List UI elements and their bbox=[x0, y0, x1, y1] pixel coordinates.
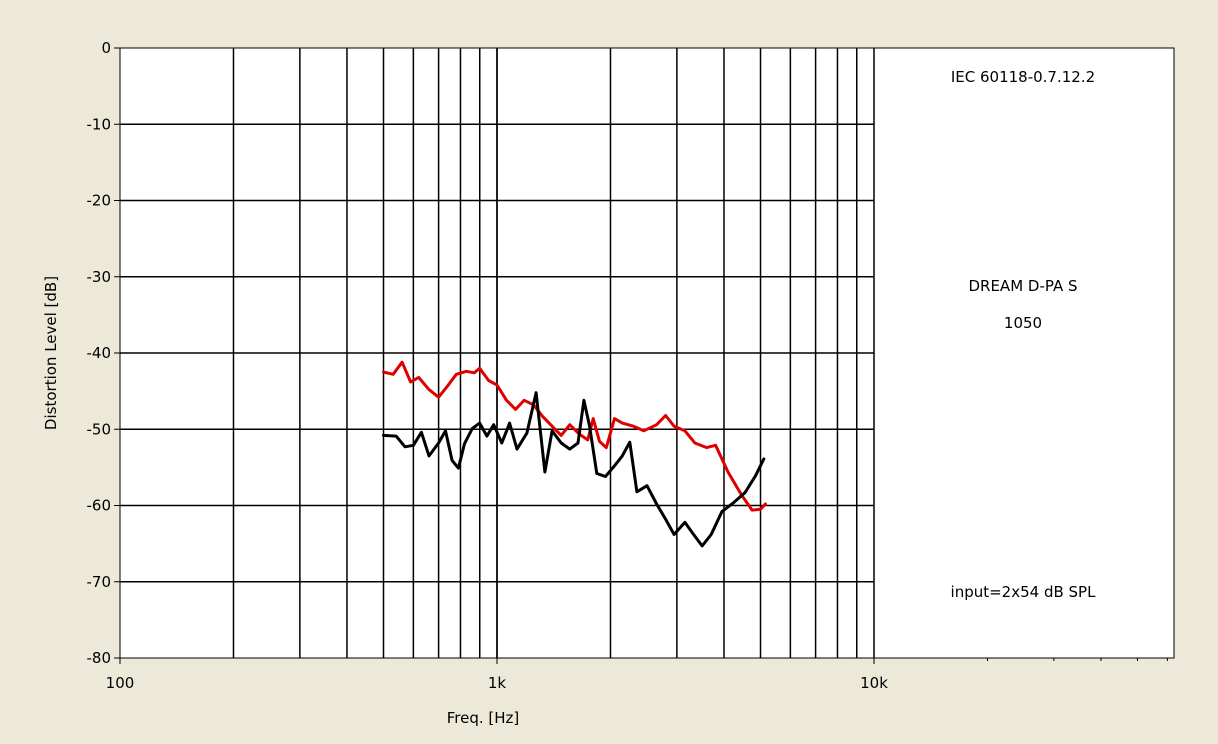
grid bbox=[120, 48, 875, 658]
axis-ticks: 0 -10 -20 -30 -40 -50 -60 -70 -80 100 1k 10k bbox=[87, 39, 1168, 692]
annotation-device-number: 1050 bbox=[1004, 314, 1042, 332]
annotation-input: input=2x54 dB SPL bbox=[951, 583, 1097, 601]
y-tick-label: -40 bbox=[87, 344, 112, 362]
y-axis-label: Distortion Level [dB] bbox=[42, 276, 60, 430]
annotation-standard: IEC 60118-0.7.12.2 bbox=[951, 68, 1095, 86]
y-tick-label: -10 bbox=[87, 115, 112, 133]
y-tick-label: -20 bbox=[87, 192, 112, 210]
x-axis-label: Freq. [Hz] bbox=[447, 709, 520, 727]
y-tick-label: 0 bbox=[101, 39, 111, 57]
series-line-1 bbox=[382, 360, 767, 512]
y-tick-label: -80 bbox=[87, 649, 112, 667]
annotation-device: DREAM D-PA S bbox=[968, 277, 1077, 295]
series-line-2 bbox=[382, 391, 766, 548]
series-group bbox=[382, 360, 767, 548]
x-tick-label: 10k bbox=[860, 674, 888, 692]
y-tick-label: -30 bbox=[87, 268, 112, 286]
x-tick-label: 100 bbox=[106, 674, 135, 692]
y-tick-label: -50 bbox=[87, 420, 112, 438]
x-tick-label: 1k bbox=[488, 674, 507, 692]
y-tick-label: -60 bbox=[87, 497, 112, 515]
y-tick-label: -70 bbox=[87, 573, 112, 591]
